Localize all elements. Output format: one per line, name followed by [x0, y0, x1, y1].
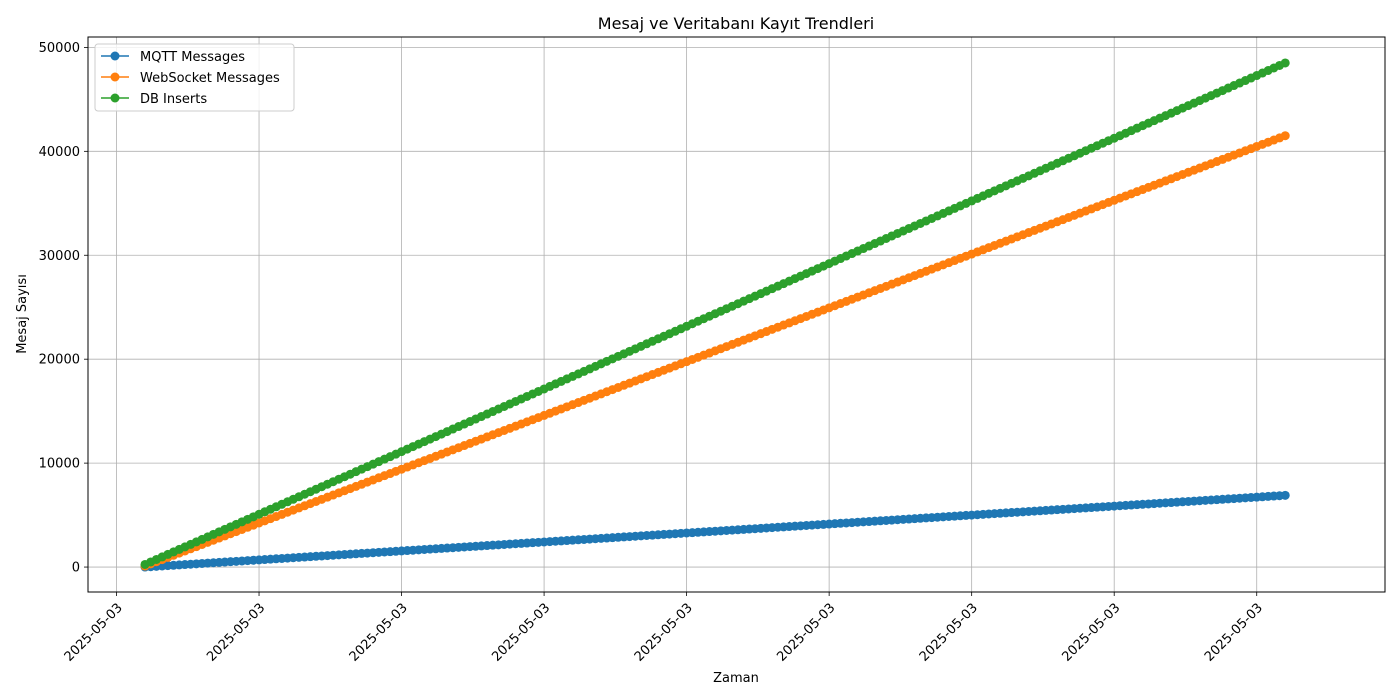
legend-label: WebSocket Messages — [140, 71, 280, 86]
series-2 — [140, 131, 1290, 571]
legend-marker — [110, 93, 120, 103]
y-tick-label: 10000 — [39, 457, 80, 472]
x-tick-label: 2025-05-03 — [1202, 601, 1266, 665]
y-axis-label: Mesaj Sayısı — [15, 274, 30, 354]
data-point — [1280, 58, 1290, 68]
y-tick-label: 0 — [72, 561, 80, 576]
series-3 — [140, 58, 1290, 569]
x-tick-label: 2025-05-03 — [917, 601, 981, 665]
series-group — [140, 58, 1290, 572]
x-tick-label: 2025-05-03 — [1059, 601, 1123, 665]
legend-marker — [110, 72, 120, 82]
x-tick-label: 2025-05-03 — [347, 601, 411, 665]
plot-frame — [87, 36, 1386, 593]
legend-label: MQTT Messages — [140, 50, 245, 65]
legend: MQTT Messages WebSocket Messages DB Insert… — [94, 43, 295, 112]
data-point — [1280, 131, 1290, 141]
grid — [88, 37, 1385, 592]
y-tick-label: 20000 — [39, 353, 80, 368]
x-tick-label: 2025-05-03 — [774, 601, 838, 665]
x-tick-label: 2025-05-03 — [489, 601, 553, 665]
x-tick-label: 2025-05-03 — [632, 601, 696, 665]
y-tick-label: 30000 — [39, 249, 80, 264]
legend-marker — [110, 51, 120, 61]
x-axis-label: Zaman — [713, 671, 759, 686]
legend-label: DB Inserts — [140, 92, 207, 107]
x-tick-label: 2025-05-03 — [62, 601, 126, 665]
x-tick-label: 2025-05-03 — [204, 601, 268, 665]
y-axis: 0 10000 20000 30000 40000 50000 — [39, 41, 88, 576]
legend-box — [94, 43, 295, 112]
series-1 — [140, 490, 1290, 572]
y-tick-label: 50000 — [39, 41, 80, 56]
chart-title: Mesaj ve Veritabanı Kayıt Trendleri — [598, 14, 874, 33]
x-axis: 2025-05-03 2025-05-03 2025-05-03 2025-05-03… — [62, 592, 1266, 665]
data-point — [1280, 490, 1290, 500]
y-tick-label: 40000 — [39, 145, 80, 160]
